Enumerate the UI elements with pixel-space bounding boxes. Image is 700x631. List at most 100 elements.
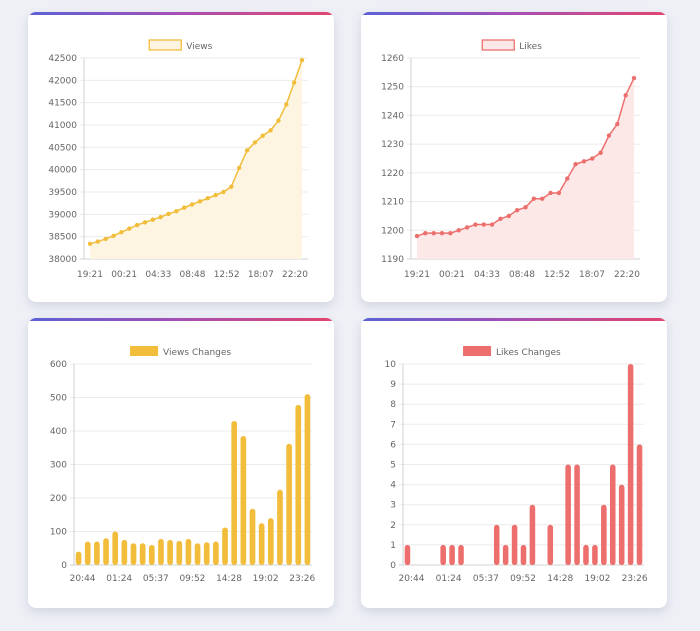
bar[interactable]: [601, 504, 607, 565]
data-point[interactable]: [448, 230, 453, 236]
data-point[interactable]: [119, 230, 124, 235]
bar[interactable]: [627, 364, 634, 565]
bar[interactable]: [458, 544, 464, 565]
data-point[interactable]: [268, 128, 273, 133]
data-point[interactable]: [87, 241, 93, 247]
bar[interactable]: [529, 504, 536, 565]
data-point[interactable]: [197, 199, 203, 204]
data-point[interactable]: [414, 233, 420, 239]
data-point[interactable]: [158, 214, 163, 220]
bar[interactable]: [592, 544, 598, 565]
data-point[interactable]: [523, 205, 528, 210]
bar[interactable]: [440, 544, 446, 565]
data-point[interactable]: [111, 233, 116, 238]
data-point[interactable]: [276, 118, 281, 123]
data-point[interactable]: [565, 176, 570, 181]
data-point[interactable]: [464, 225, 470, 230]
data-point[interactable]: [291, 80, 297, 85]
data-point[interactable]: [456, 228, 461, 233]
data-point[interactable]: [213, 192, 218, 198]
data-point[interactable]: [150, 217, 156, 222]
data-point[interactable]: [548, 190, 553, 196]
bar[interactable]: [176, 540, 183, 565]
data-point[interactable]: [103, 236, 108, 242]
bar[interactable]: [295, 404, 302, 565]
data-point[interactable]: [182, 205, 187, 210]
data-point[interactable]: [531, 196, 537, 201]
bar[interactable]: [636, 444, 643, 565]
data-point[interactable]: [506, 213, 512, 219]
data-point[interactable]: [489, 222, 495, 227]
bar[interactable]: [304, 394, 311, 565]
bar[interactable]: [84, 541, 91, 565]
data-point[interactable]: [205, 196, 210, 201]
bar[interactable]: [574, 464, 580, 566]
bar[interactable]: [185, 538, 192, 565]
data-point[interactable]: [439, 230, 445, 236]
bar[interactable]: [583, 544, 589, 565]
bar[interactable]: [277, 489, 283, 565]
bar[interactable]: [231, 420, 238, 565]
bar[interactable]: [258, 523, 265, 565]
bar[interactable]: [502, 544, 509, 565]
data-point[interactable]: [581, 159, 587, 164]
bar[interactable]: [130, 543, 137, 565]
bar[interactable]: [112, 531, 119, 566]
data-point[interactable]: [299, 58, 305, 63]
bar[interactable]: [240, 436, 247, 565]
bar[interactable]: [449, 544, 455, 565]
bar[interactable]: [222, 527, 228, 565]
data-point[interactable]: [174, 209, 179, 214]
data-point[interactable]: [514, 207, 520, 213]
bar[interactable]: [148, 544, 155, 565]
legend-views_changes[interactable]: Views Changes: [130, 346, 231, 358]
data-point[interactable]: [134, 222, 140, 228]
bar[interactable]: [158, 538, 164, 565]
bar[interactable]: [404, 544, 411, 565]
data-point[interactable]: [221, 189, 226, 195]
data-point[interactable]: [556, 190, 562, 196]
data-point[interactable]: [606, 133, 612, 138]
bar[interactable]: [75, 551, 82, 565]
bar[interactable]: [609, 464, 616, 566]
bar[interactable]: [194, 543, 201, 565]
data-point[interactable]: [229, 184, 234, 189]
bar[interactable]: [267, 518, 274, 565]
data-point[interactable]: [481, 222, 486, 227]
data-point[interactable]: [244, 148, 250, 153]
data-point[interactable]: [473, 222, 478, 227]
data-point[interactable]: [284, 102, 289, 107]
bar[interactable]: [618, 484, 625, 565]
data-point[interactable]: [127, 226, 132, 231]
data-point[interactable]: [189, 202, 195, 207]
data-point[interactable]: [498, 216, 503, 221]
data-point[interactable]: [598, 150, 603, 155]
data-point[interactable]: [431, 230, 436, 236]
bar[interactable]: [121, 539, 128, 565]
data-point[interactable]: [236, 165, 242, 171]
bar[interactable]: [547, 524, 554, 565]
bar[interactable]: [139, 543, 146, 565]
legend-likes_changes[interactable]: Likes Changes: [463, 346, 561, 358]
bar[interactable]: [94, 541, 100, 565]
bar[interactable]: [493, 524, 500, 565]
data-point[interactable]: [423, 230, 428, 236]
data-point[interactable]: [573, 162, 578, 167]
data-point[interactable]: [95, 239, 101, 244]
bar[interactable]: [249, 508, 256, 565]
data-point[interactable]: [252, 140, 258, 145]
data-point[interactable]: [260, 133, 265, 138]
bar[interactable]: [213, 541, 219, 565]
data-point[interactable]: [631, 75, 637, 81]
bar[interactable]: [167, 539, 173, 565]
data-point[interactable]: [166, 211, 171, 217]
bar[interactable]: [565, 464, 571, 566]
bar[interactable]: [520, 544, 527, 565]
bar[interactable]: [103, 538, 109, 565]
bar[interactable]: [203, 542, 210, 565]
bar[interactable]: [286, 443, 292, 565]
bar[interactable]: [511, 524, 518, 565]
data-point[interactable]: [142, 220, 148, 225]
data-point[interactable]: [615, 121, 620, 127]
data-point[interactable]: [623, 93, 628, 98]
